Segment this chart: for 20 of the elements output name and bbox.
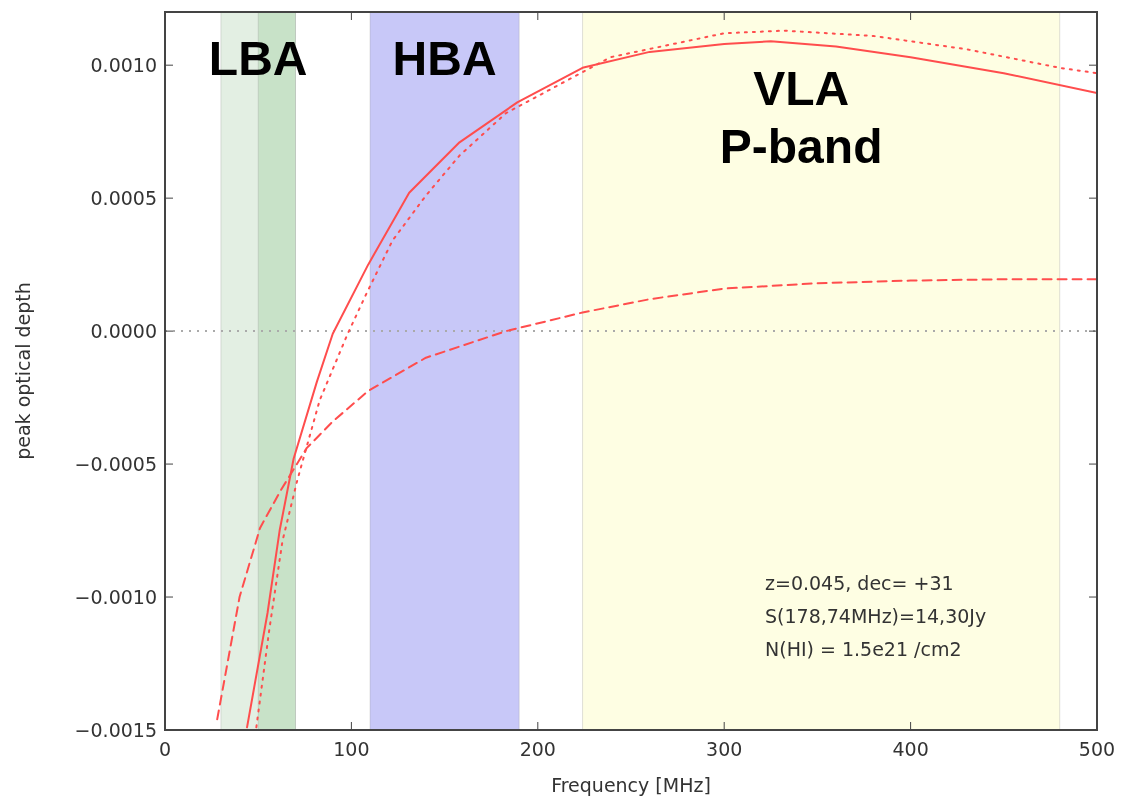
annotation: z=0.045, dec= +31 (765, 572, 954, 594)
y-tick-label: 0.0010 (90, 53, 157, 76)
band-label: HBA (392, 32, 497, 85)
x-tick-label: 100 (333, 738, 370, 760)
x-tick-label: 300 (706, 738, 743, 760)
band-label: VLA P-band (719, 62, 883, 173)
band-label: LBA (208, 32, 308, 85)
y-tick-label: −0.0015 (74, 718, 157, 741)
x-tick-label: 200 (519, 738, 556, 760)
x-tick-label: 500 (1078, 738, 1116, 760)
y-axis-title: peak optical depth (12, 282, 34, 460)
x-axis-title: Frequency [MHz] (551, 774, 711, 796)
x-tick-label: 400 (892, 738, 929, 760)
y-tick-label: 0.0000 (90, 319, 157, 342)
y-tick-label: −0.0005 (74, 452, 157, 475)
annotation: N(HI) = 1.5e21 /cm2 (765, 638, 962, 660)
x-tick-label: 0 (158, 738, 172, 760)
annotation: S(178,74MHz)=14,30Jy (765, 605, 987, 627)
y-tick-label: 0.0005 (90, 186, 157, 209)
y-tick-label: −0.0010 (74, 585, 157, 608)
